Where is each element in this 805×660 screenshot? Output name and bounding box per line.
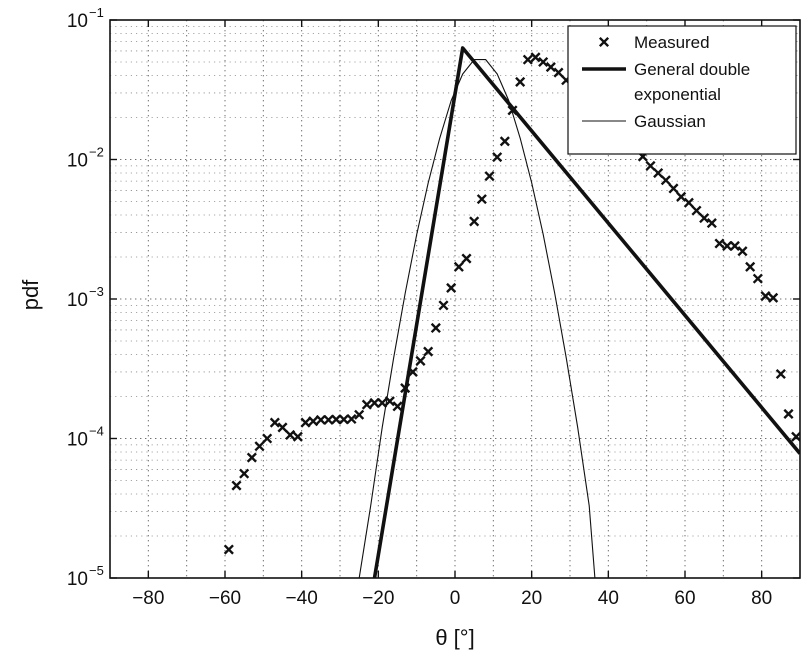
measured-point: [722, 240, 733, 252]
y-tick-label: 10 −4: [67, 424, 104, 451]
measured-point: [223, 544, 234, 555]
measured-point: [446, 282, 457, 294]
y-tick-label-exponent: −3: [89, 284, 104, 299]
measured-point: [729, 240, 740, 252]
measured-point: [476, 194, 487, 205]
x-tick-label: 20: [521, 588, 542, 609]
x-tick-label: −80: [132, 588, 164, 609]
measured-point: [315, 414, 326, 425]
measured-point: [430, 322, 441, 334]
measured-point: [461, 253, 472, 264]
measured-point: [783, 408, 794, 419]
measured-point: [239, 468, 250, 479]
measured-point: [453, 261, 464, 272]
measured-point: [492, 152, 503, 163]
measured-point: [775, 368, 786, 380]
x-tick-label: −60: [209, 588, 241, 609]
measured-point: [392, 401, 403, 412]
measured-point: [300, 417, 311, 428]
x-axis-label: θ [°]: [435, 625, 474, 650]
legend-label: Gaussian: [634, 112, 706, 131]
measured-point: [377, 397, 388, 408]
measured-point: [791, 431, 800, 442]
y-tick-label: 10 −2: [67, 145, 104, 172]
measured-point: [676, 191, 687, 202]
y-tick-label-base: 10: [67, 430, 88, 451]
measured-point: [553, 67, 564, 78]
x-tick-label: 60: [674, 588, 695, 609]
measured-point: [277, 422, 288, 433]
measured-point: [745, 261, 756, 272]
measured-point: [545, 61, 556, 73]
measured-point: [346, 413, 357, 425]
measured-point: [737, 246, 748, 257]
measured-point: [522, 54, 533, 65]
measured-point: [292, 431, 303, 442]
y-tick-label-exponent: −5: [89, 563, 104, 578]
measured-point: [499, 136, 510, 147]
gaussian-line: [358, 59, 596, 578]
y-tick-label-exponent: −4: [89, 424, 104, 439]
measured-point: [246, 452, 257, 463]
measured-point: [699, 213, 710, 224]
x-tick-label: −40: [286, 588, 318, 609]
measured-point: [415, 355, 426, 366]
x-tick-label: −20: [362, 588, 394, 609]
measured-point: [714, 238, 725, 249]
measured-point: [361, 399, 372, 410]
measured-point: [752, 273, 763, 284]
measured-point: [331, 414, 342, 425]
measured-point: [469, 216, 480, 227]
measured-point: [484, 171, 495, 182]
measured-point: [645, 160, 656, 171]
y-tick-label: 10 −3: [67, 284, 104, 311]
x-tick-label: 80: [751, 588, 772, 609]
measured-point: [231, 480, 242, 491]
legend-label: General double: [634, 60, 750, 79]
legend: Measured General double exponential Gaussia…: [567, 25, 797, 155]
measured-point: [538, 56, 549, 68]
y-tick-label-base: 10: [67, 151, 88, 172]
measured-point: [668, 183, 679, 194]
measured-point: [262, 433, 273, 444]
measured-point: [691, 205, 702, 216]
y-tick-label-exponent: −1: [89, 5, 104, 20]
y-tick-label-base: 10: [67, 290, 88, 311]
measured-point: [285, 429, 296, 441]
y-axis-label: pdf: [18, 279, 43, 310]
legend-marker-measured: [598, 36, 610, 48]
measured-point: [369, 397, 380, 408]
measured-point: [438, 300, 449, 311]
measured-point: [683, 197, 694, 208]
y-tick-label: 10 −1: [67, 5, 104, 32]
measured-point: [530, 52, 541, 63]
y-tick-label: 10 −5: [67, 563, 104, 590]
measured-point: [760, 290, 771, 302]
x-tick-label: 40: [598, 588, 619, 609]
measured-point: [653, 167, 664, 179]
measured-point: [354, 409, 365, 420]
measured-point: [254, 441, 265, 452]
y-tick-label-base: 10: [67, 11, 88, 32]
measured-point: [660, 175, 671, 186]
measured-point: [423, 346, 434, 357]
legend-box: [567, 25, 797, 155]
x-tick-label: 0: [450, 588, 461, 609]
measured-point: [515, 76, 526, 87]
measured-point: [269, 417, 280, 428]
legend-label: exponential: [634, 85, 721, 104]
measured-point: [308, 416, 319, 427]
legend-label: Measured: [634, 33, 710, 52]
measured-point: [768, 292, 779, 303]
measured-point: [706, 218, 717, 229]
y-tick-label-base: 10: [67, 569, 88, 590]
grid: [110, 20, 800, 578]
y-tick-label-exponent: −2: [89, 145, 104, 160]
general-double-exponential-line: [372, 46, 800, 578]
